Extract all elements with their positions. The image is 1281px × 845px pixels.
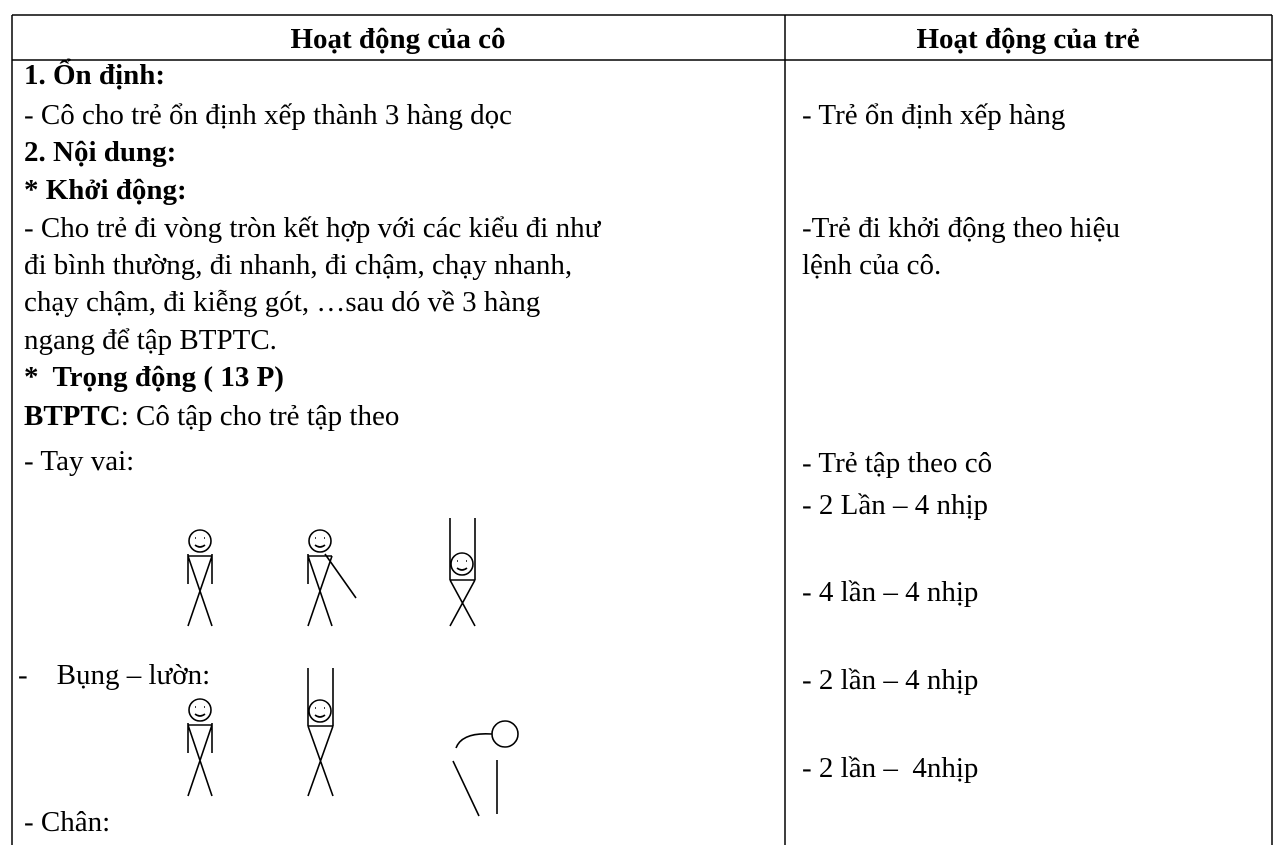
text-line: ngang để tập BTPTC. [24, 324, 277, 356]
text-line: - Trẻ ổn định xếp hàng [802, 99, 1065, 131]
stick-figure [449, 518, 476, 627]
stick-figure [307, 668, 334, 797]
section-heading: * Khởi động: [24, 174, 187, 206]
text-line: - Tay vai: [24, 445, 134, 477]
text-line: - Cô cho trẻ ổn định xếp thành 3 hàng dọ… [24, 99, 512, 131]
stick-figure [187, 698, 213, 797]
section-heading: * Trọng động ( 13 P) [24, 361, 284, 393]
text-line: - 2 Lần – 4 nhịp [802, 489, 988, 521]
stick-figure [187, 529, 213, 627]
text-line: -Trẻ đi khởi động theo hiệu [802, 212, 1120, 244]
stick-figure [452, 720, 519, 817]
text-line: - 2 lần – 4 nhịp [802, 664, 978, 696]
header-cell: Hoạt động của cô [290, 23, 505, 55]
section-heading: 2. Nội dung: [24, 136, 176, 168]
text-line: - Bụng – lườn: [18, 659, 210, 691]
header-cell: Hoạt động của trẻ [916, 23, 1139, 55]
text-line: - 2 lần – 4nhịp [802, 752, 978, 784]
bold-lead: BTPTC [24, 400, 121, 432]
text-line: - Chân: [24, 806, 110, 838]
text-line: lệnh của cô. [802, 249, 941, 281]
text-run: : Cô tập cho trẻ tập theo [121, 400, 400, 432]
text-line: chạy chậm, đi kiễng gót, …sau dó về 3 hà… [24, 286, 540, 318]
stick-figure [307, 529, 357, 627]
text-line: - 4 lần – 4 nhịp [802, 576, 978, 608]
text-line: BTPTC: Cô tập cho trẻ tập theo [24, 400, 399, 432]
text-line: đi bình thường, đi nhanh, đi chậm, chạy … [24, 249, 572, 281]
section-heading: 1. Ổn định: [24, 57, 165, 91]
text-line: - Trẻ tập theo cô [802, 447, 992, 479]
text-line: - Cho trẻ đi vòng tròn kết hợp với các k… [24, 212, 602, 244]
